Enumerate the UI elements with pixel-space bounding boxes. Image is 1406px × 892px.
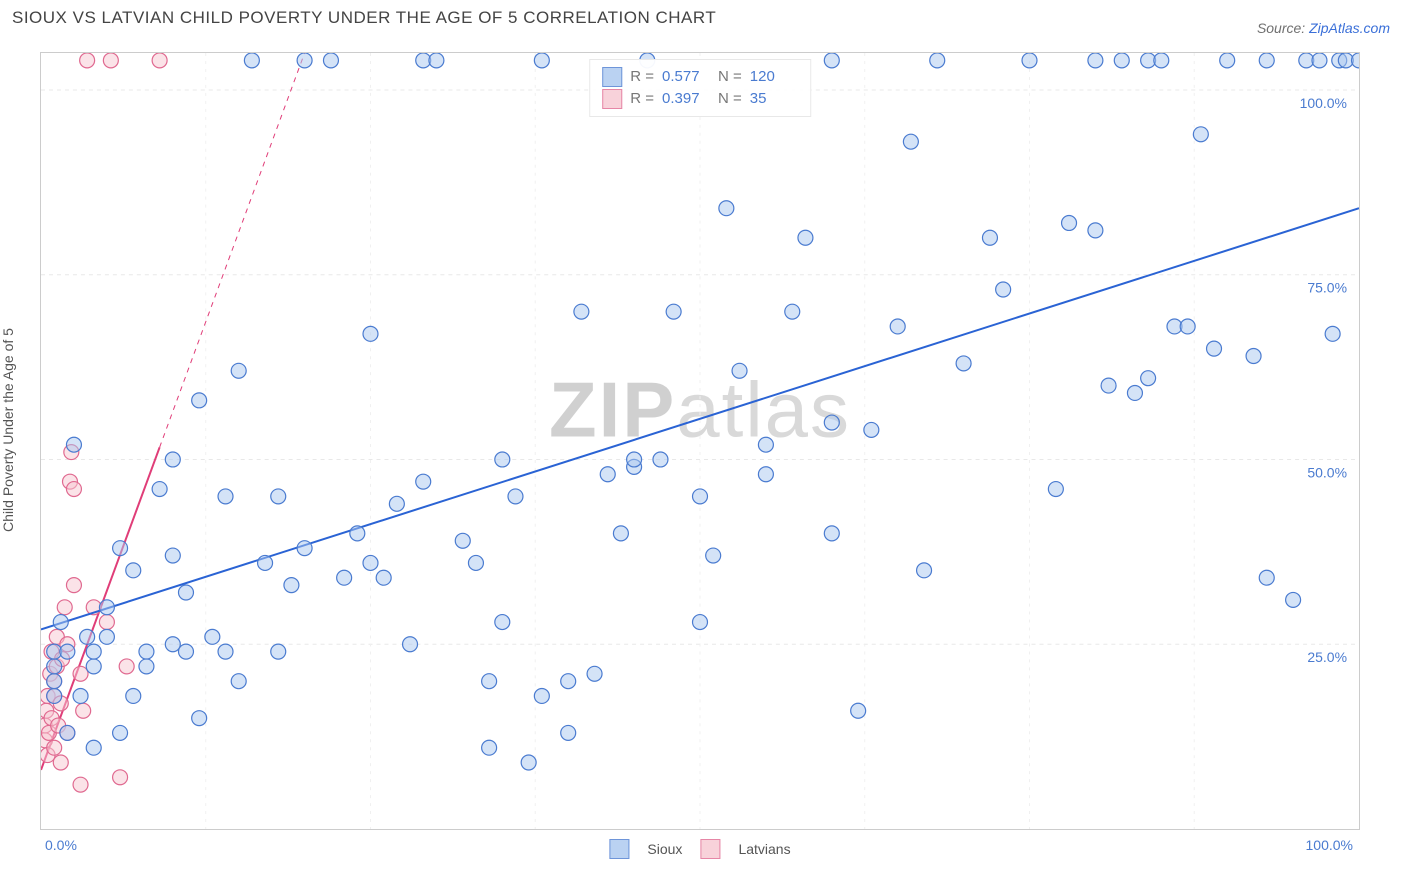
legend-row-sioux: R =0.577 N =120 [602, 66, 798, 88]
plot-area: ZIPatlas R =0.577 N =120 R =0.397 N =35 … [40, 52, 1360, 830]
y-axis-label: Child Poverty Under the Age of 5 [0, 226, 16, 430]
source-link[interactable]: ZipAtlas.com [1309, 20, 1390, 36]
chart-svg: 25.0% 50.0% 75.0% 100.0% [41, 53, 1359, 829]
source-label: Source: [1257, 20, 1309, 36]
legend-swatch-latvians [602, 89, 622, 109]
legend-swatch-latvians-b [700, 839, 720, 859]
legend-swatch-sioux-b [609, 839, 629, 859]
x-tick-0: 0.0% [45, 837, 77, 853]
legend-label-latvians: Latvians [738, 841, 790, 857]
legend-stats: R =0.577 N =120 R =0.397 N =35 [589, 59, 811, 117]
svg-text:75.0%: 75.0% [1307, 280, 1347, 296]
legend-row-latvians: R =0.397 N =35 [602, 88, 798, 110]
legend-label-sioux: Sioux [647, 841, 682, 857]
legend-swatch-sioux [602, 67, 622, 87]
x-tick-100: 100.0% [1306, 837, 1353, 853]
svg-text:25.0%: 25.0% [1307, 649, 1347, 665]
legend-series: Sioux Latvians [609, 839, 790, 859]
svg-text:50.0%: 50.0% [1307, 464, 1347, 480]
svg-text:100.0%: 100.0% [1300, 95, 1347, 111]
chart-title: SIOUX VS LATVIAN CHILD POVERTY UNDER THE… [12, 8, 716, 28]
source: Source: ZipAtlas.com [1257, 20, 1390, 36]
